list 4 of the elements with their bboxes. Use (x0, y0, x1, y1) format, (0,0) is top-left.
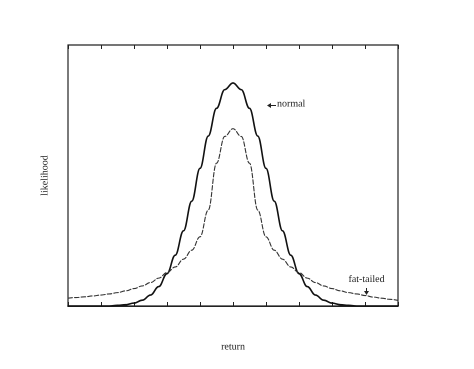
annotation: fat-tailed (348, 274, 385, 285)
y-axis-title: likelihood (40, 155, 50, 196)
annotation: normal (277, 98, 306, 110)
x-axis-title: return (221, 342, 245, 352)
